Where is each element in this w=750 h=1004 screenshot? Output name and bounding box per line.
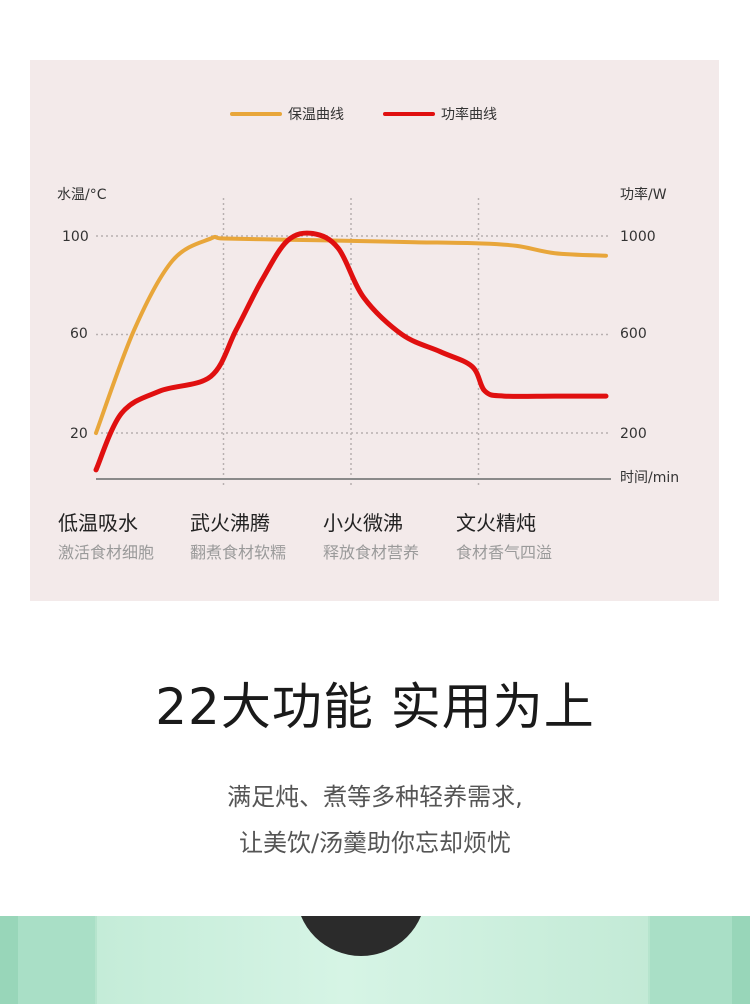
product-edge-right <box>732 916 750 1004</box>
description-line-2: 让美饮/汤羹助你忘却烦忧 <box>238 829 512 857</box>
series-keep-warm-line <box>94 234 608 435</box>
chart-panel <box>30 60 719 601</box>
description-line-1: 满足炖、煮等多种轻养需求, <box>227 783 523 811</box>
x-axis-title: 时间/min <box>620 470 679 486</box>
y-left-tick-100: 100 <box>62 229 89 245</box>
legend: 保温曲线 功率曲线 <box>230 106 497 123</box>
feature-headline: 22大功能 实用为上 <box>155 678 595 736</box>
product-edge-left <box>0 916 18 1004</box>
phase-title: 小火微沸 <box>323 511 403 535</box>
phase-subtitle: 翻煮食材软糯 <box>190 543 287 562</box>
phase-subtitle: 食材香气四溢 <box>456 543 553 562</box>
phase-title: 文火精炖 <box>456 511 536 535</box>
gridlines <box>96 198 611 487</box>
product-image-strip <box>0 916 750 1004</box>
y-right-axis-title: 功率/W <box>620 186 667 203</box>
phase-title: 低温吸水 <box>58 511 138 535</box>
y-left-tick-60: 60 <box>70 326 88 342</box>
legend-label-keep-warm: 保温曲线 <box>288 107 344 123</box>
y-right-tick-600: 600 <box>620 326 647 342</box>
phase-subtitle: 释放食材营养 <box>323 543 420 562</box>
phase-gentle-stew: 文火精炖 食材香气四溢 <box>456 510 586 564</box>
y-left-tick-20: 20 <box>70 426 88 442</box>
phase-subtitle: 激活食材细胞 <box>58 543 155 562</box>
series-power-line <box>93 230 609 473</box>
y-right-tick-200: 200 <box>620 426 647 442</box>
phase-title: 武火沸腾 <box>190 511 270 535</box>
temperature-power-chart: 保温曲线 功率曲线 水温/°C 功率/W 100 60 20 1000 600 … <box>57 106 679 487</box>
legend-label-power: 功率曲线 <box>441 106 497 123</box>
phase-low-simmer: 小火微沸 释放食材营养 <box>323 510 453 564</box>
y-left-axis-title: 水温/°C <box>57 187 107 203</box>
phase-high-heat-boil: 武火沸腾 翻煮食材软糯 <box>190 510 320 564</box>
phase-low-temp-soak: 低温吸水 激活食材细胞 <box>58 510 188 564</box>
y-right-tick-1000: 1000 <box>620 229 656 245</box>
